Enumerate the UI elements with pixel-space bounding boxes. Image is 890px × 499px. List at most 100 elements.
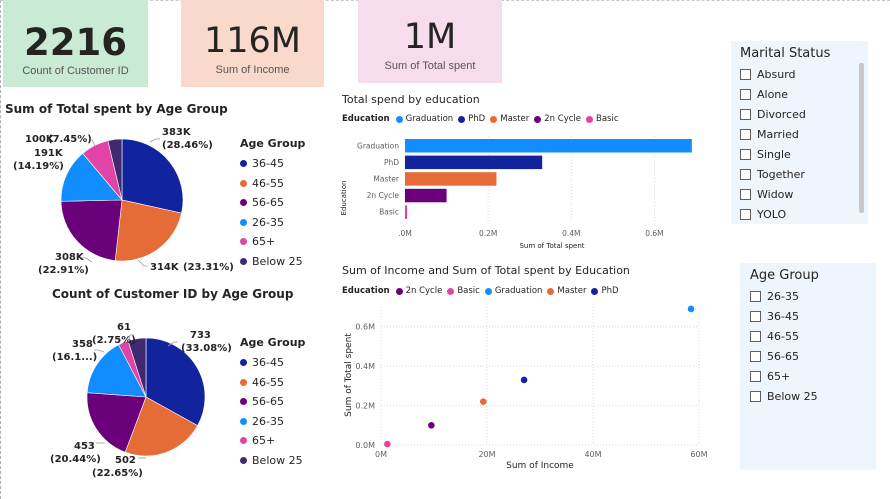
x-tick-label: 0.2M [479,229,497,238]
slicer-option-divorced[interactable]: Divorced [740,104,868,124]
checkbox[interactable] [740,128,751,140]
slicer-option-below-25[interactable]: Below 25 [750,386,876,406]
legend-item[interactable]: 46-55 [240,174,305,194]
scatter-point-graduation[interactable] [687,305,695,313]
kpi-card-spent[interactable]: 1M Sum of Total spent [358,0,502,83]
legend-item[interactable]: Below 25 [240,252,305,272]
checkbox[interactable] [740,168,751,180]
pie-slice-56-65[interactable] [60,199,123,261]
slicer-option-widow[interactable]: Widow [740,184,868,204]
bar-basic[interactable] [405,205,408,219]
bar-2n-cycle[interactable] [405,188,447,203]
kpi-card-income[interactable]: 116M Sum of Income [181,0,324,87]
checkbox[interactable] [740,108,751,120]
slicer-option-yolo[interactable]: YOLO [740,204,868,224]
x-tick-label: 20M [478,450,495,459]
checkbox[interactable] [740,148,751,160]
slicer-option-absurd[interactable]: Absurd [740,64,868,84]
legend-dot [240,359,247,367]
pie-label-value: 191K [34,148,64,159]
pie-slice-26-35[interactable] [60,152,123,202]
slicer-option-65-plus[interactable]: 65+ [750,366,876,386]
legend-item[interactable]: 65+ [240,232,305,252]
pie-slice-46-55[interactable] [124,396,198,457]
pie-spent-chart[interactable]: 383K (28.46%) 314K (23.31%) 308K (22.91%… [0,118,235,288]
slicer-option-single[interactable]: Single [740,144,868,164]
legend-item[interactable]: PhD [591,286,619,296]
legend-label: 65+ [252,235,276,249]
scatter-gridlines [380,307,700,446]
pie-label-value: 453 [74,441,95,452]
legend-item[interactable]: 56-65 [240,193,305,213]
checkbox[interactable] [740,208,751,220]
legend-item[interactable]: 26-35 [240,213,305,233]
slicer-option-36-45[interactable]: 36-45 [750,306,876,326]
leader-line [149,138,160,143]
legend-item[interactable]: Graduation [484,286,542,296]
checkbox[interactable] [750,290,761,302]
slicer-option-26-35[interactable]: 26-35 [750,286,876,306]
legend-item[interactable]: 36-45 [240,154,305,174]
scatter-point-master[interactable] [479,398,487,405]
bar-master[interactable] [405,172,497,186]
slicer-option-alone[interactable]: Alone [740,84,868,104]
checkbox[interactable] [750,350,761,362]
legend-dot [240,238,247,246]
marital-status-slicer[interactable]: Marital Status Absurd Alone Divorced Mar… [731,41,868,224]
y-tick-label: 0.6M [355,323,375,332]
slicer-option-together[interactable]: Together [740,164,868,184]
legend-label: 46-55 [252,176,284,190]
legend-item[interactable]: 65+ [240,431,305,451]
pie-slice-26-35[interactable] [86,344,147,398]
checkbox[interactable] [750,390,761,402]
bar-chart-legend: Education Graduation PhD Master 2n Cycle… [342,114,624,124]
slicer-option-married[interactable]: Married [740,124,868,144]
slicer-option-56-65[interactable]: 56-65 [750,346,876,366]
pie-slice-below-25[interactable] [107,138,123,201]
pie-spent-title: Sum of Total spent by Age Group [5,102,228,116]
scatter-point-phd[interactable] [520,376,528,384]
pie-slice-56-65[interactable] [86,392,147,453]
legend-item[interactable]: PhD [458,114,485,124]
slicer-scrollbar[interactable] [859,63,864,213]
legend-item[interactable]: Graduation [395,114,453,124]
option-label: Together [757,167,805,181]
pie-slice-36-45[interactable] [121,138,184,214]
category-label: 2n Cycle [367,191,400,200]
legend-dot [240,378,247,386]
pie-label-pct: (28.46%) [162,140,213,151]
checkbox[interactable] [740,88,751,100]
legend-item[interactable]: 56-65 [240,392,305,412]
checkbox[interactable] [740,188,751,200]
pie-spent-labels: 383K (28.46%) 314K (23.31%) 308K (22.91%… [13,127,234,276]
checkbox[interactable] [750,370,761,382]
checkbox[interactable] [740,68,751,80]
pie-slice-36-45[interactable] [145,337,206,427]
legend-item[interactable]: Master [547,286,586,296]
page-border-left [0,0,1,499]
bar-chart[interactable]: Graduation PhD Master 2n Cycle Basic .0M 0.2M… [336,130,716,255]
bar-phd[interactable] [405,155,543,170]
pie-slice-46-55[interactable] [114,199,182,262]
legend-item[interactable]: Below 25 [240,451,305,471]
kpi-card-customers[interactable]: 2216 Count of Customer ID [3,0,148,87]
age-group-slicer[interactable]: Age Group 26-35 36-45 46-55 56-65 65+ Be… [740,263,876,470]
legend-item[interactable]: 46-55 [240,373,305,393]
scatter-chart[interactable]: 0.0M 0.2M 0.4M 0.6M 0M 20M 40M 60M Sum of Tota… [336,300,716,480]
option-label: 65+ [767,369,791,383]
legend-item[interactable]: 36-45 [240,353,305,373]
legend-item[interactable]: Master [490,114,529,124]
legend-item[interactable]: Basic [586,114,619,124]
legend-item[interactable]: 2n Cycle [534,114,581,124]
legend-item[interactable]: 26-35 [240,412,305,432]
slicer-option-46-55[interactable]: 46-55 [750,326,876,346]
legend-item[interactable]: Basic [447,286,480,296]
scatter-point-2n-cycle[interactable] [428,421,435,429]
pie-count-chart[interactable]: 733 (33.08%) 502 (22.65%) 453 (20.44%) 3… [0,318,240,488]
checkbox[interactable] [750,330,761,342]
checkbox[interactable] [750,310,761,322]
scatter-point-basic[interactable] [384,440,391,448]
bar-graduation[interactable] [405,139,692,153]
scatter-x-ticks: 0M 20M 40M 60M [375,450,708,459]
legend-item[interactable]: 2n Cycle [395,286,442,296]
